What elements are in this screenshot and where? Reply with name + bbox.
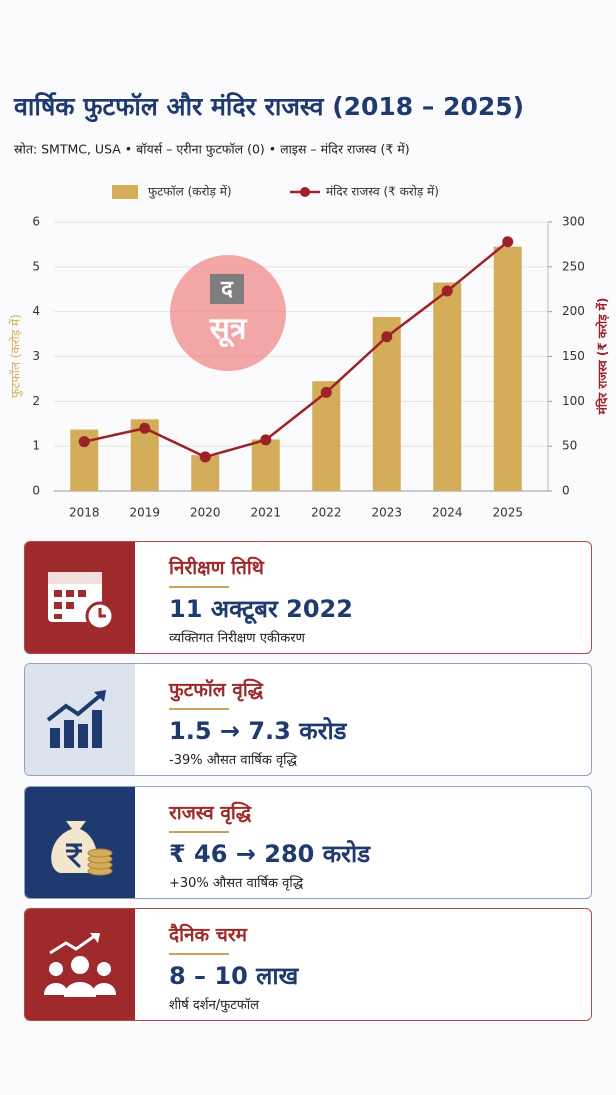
y-tick-label: 1 bbox=[32, 439, 40, 453]
line bbox=[83, 240, 509, 459]
x-tick-label: 2020 bbox=[190, 506, 221, 520]
bar bbox=[251, 439, 280, 491]
card: राजस्व वृद्धि ₹ 46 → 280 करोड +30% औसत व… bbox=[24, 786, 592, 899]
y2-tick-label: 150 bbox=[562, 349, 585, 363]
icon-shape bbox=[90, 932, 100, 943]
bar bbox=[433, 282, 462, 491]
y2-tick-label: 300 bbox=[562, 215, 585, 229]
divider bbox=[169, 708, 229, 710]
point bbox=[320, 386, 332, 398]
y-tick-label: 0 bbox=[32, 484, 40, 498]
x-tick-label: 2021 bbox=[250, 506, 281, 520]
y-tick-label: 2 bbox=[32, 394, 40, 408]
point bbox=[199, 451, 211, 463]
bar bbox=[493, 246, 522, 491]
point bbox=[381, 331, 393, 343]
y-tick-label: 4 bbox=[32, 304, 40, 318]
point bbox=[78, 436, 90, 448]
legend-swatch bbox=[112, 185, 138, 199]
money-icon bbox=[51, 820, 113, 875]
icon-panel bbox=[25, 909, 135, 1020]
icon-shape bbox=[49, 933, 97, 954]
card: निरीक्षण तिथि 11 अक्टूबर 2022 व्यक्तिगत … bbox=[24, 541, 592, 654]
y-tick-label: 5 bbox=[32, 259, 40, 273]
watermark-circle bbox=[170, 255, 286, 371]
card-value: 8 – 10 लाख bbox=[169, 962, 299, 990]
y2-tick-label: 100 bbox=[562, 394, 585, 408]
watermark-bottom: सूत्र bbox=[209, 312, 248, 348]
legend-label: मंदिर राजस्व (₹ करोड़ में) bbox=[326, 185, 439, 199]
legend-label: फुटफॉल (करोड़ में) bbox=[148, 185, 232, 200]
y2-tick-label: 0 bbox=[562, 484, 570, 498]
y2-tick-label: 50 bbox=[562, 439, 577, 453]
card-note: -39% औसत वार्षिक वृद्धि bbox=[169, 753, 297, 768]
y-tick-label: 6 bbox=[32, 215, 40, 229]
icon-shape bbox=[94, 689, 106, 702]
card-note: व्यक्तिगत निरीक्षण एकीकरण bbox=[169, 631, 305, 646]
growth-icon bbox=[46, 689, 106, 748]
point bbox=[502, 236, 514, 248]
divider bbox=[169, 831, 229, 833]
card-value: 1.5 → 7.3 करोड bbox=[169, 717, 347, 745]
y-tick-label: 3 bbox=[32, 349, 40, 363]
chart-subtitle: स्रोत: SMTMC, USA • बॉयर्स – एरीना फुटफॉ… bbox=[14, 142, 410, 158]
x-tick-label: 2018 bbox=[69, 506, 100, 520]
card-title: फुटफॉल वृद्धि bbox=[169, 679, 263, 701]
divider bbox=[169, 953, 229, 955]
watermark-box bbox=[210, 274, 244, 304]
y2-tick-label: 200 bbox=[562, 304, 585, 318]
icon-shape bbox=[87, 848, 113, 875]
calendar-icon bbox=[48, 571, 115, 630]
icon-shape bbox=[54, 589, 86, 619]
card-note: +30% औसत वार्षिक वृद्धि bbox=[169, 876, 304, 891]
card: फुटफॉल वृद्धि 1.5 → 7.3 करोड -39% औसत वा… bbox=[24, 663, 592, 776]
y2-tick-label: 250 bbox=[562, 259, 585, 273]
icon-shape bbox=[66, 843, 82, 868]
icon-panel bbox=[25, 542, 135, 653]
y2-axis-label: मंदिर राजस्व (₹ करोड़ में) bbox=[596, 298, 610, 416]
icon-shape bbox=[44, 955, 116, 997]
divider bbox=[169, 586, 229, 588]
bar bbox=[372, 317, 401, 491]
card-value: ₹ 46 → 280 करोड bbox=[169, 840, 371, 868]
icon-shape bbox=[98, 607, 106, 617]
x-tick-label: 2019 bbox=[129, 506, 160, 520]
y-axis-label: फुटफॉल (करोड़ में) bbox=[9, 314, 24, 398]
chart: वार्षिक फुटफॉल और मंदिर राजस्व (2018 – 2… bbox=[9, 92, 610, 520]
card-title: राजस्व वृद्धि bbox=[169, 802, 252, 824]
icon-shape bbox=[50, 709, 102, 748]
x-tick-label: 2022 bbox=[311, 506, 342, 520]
icon-panel bbox=[25, 664, 135, 775]
x-tick-label: 2023 bbox=[371, 506, 402, 520]
card-note: शीर्ष दर्शन/फुटफॉल bbox=[169, 998, 259, 1013]
card-title: दैनिक चरम bbox=[169, 924, 247, 946]
watermark-top: द bbox=[220, 277, 234, 302]
point bbox=[260, 434, 272, 446]
point bbox=[441, 285, 453, 297]
icon-panel bbox=[25, 787, 135, 898]
icon-shape bbox=[46, 691, 104, 722]
people-icon bbox=[44, 932, 116, 997]
icon-shape bbox=[48, 571, 102, 584]
card-title: निरीक्षण तिथि bbox=[169, 557, 264, 579]
x-tick-label: 2025 bbox=[492, 506, 523, 520]
card-value: 11 अक्टूबर 2022 bbox=[169, 595, 353, 623]
legend-swatch bbox=[300, 187, 310, 197]
card: दैनिक चरम 8 – 10 लाख शीर्ष दर्शन/फुटफॉल bbox=[24, 908, 592, 1021]
x-tick-label: 2024 bbox=[432, 506, 463, 520]
point bbox=[139, 422, 151, 434]
chart-title: वार्षिक फुटफॉल और मंदिर राजस्व (2018 – 2… bbox=[13, 92, 524, 123]
watermark: द सूत्र bbox=[170, 255, 286, 371]
